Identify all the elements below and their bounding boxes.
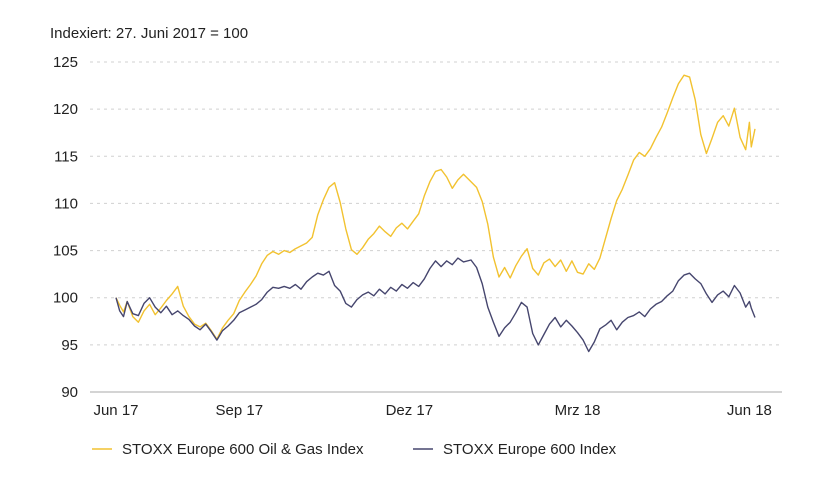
legend: STOXX Europe 600 Oil & Gas Index STOXX E… [92,441,617,458]
y-tick-label: 100 [53,290,78,307]
y-axis-ticks: 90 95 100 105 110 115 120 125 [53,54,78,401]
x-tick-label: Jun 18 [727,402,772,419]
legend-label-oil-gas: STOXX Europe 600 Oil & Gas Index [122,441,364,458]
x-tick-label: Jun 17 [93,402,138,419]
y-tick-label: 110 [54,195,78,212]
series-line-0 [115,74,756,340]
x-tick-label: Dez 17 [386,402,434,419]
y-tick-label: 120 [53,101,78,118]
x-tick-label: Sep 17 [216,402,264,419]
y-tick-label: 125 [53,54,78,71]
x-tick-label: Mrz 18 [555,402,601,419]
gridlines [90,61,782,346]
series-line-1 [115,257,756,353]
x-axis-ticks: Jun 17 Sep 17 Dez 17 Mrz 18 Jun 18 [93,402,771,419]
y-tick-label: 105 [53,243,78,260]
y-tick-label: 115 [54,148,78,165]
y-tick-label: 95 [61,337,78,354]
series-lines [115,74,756,353]
chart-subtitle: Indexiert: 27. Juni 2017 = 100 [50,25,248,42]
legend-label-stoxx600: STOXX Europe 600 Index [443,441,617,458]
y-tick-label: 90 [61,384,78,401]
